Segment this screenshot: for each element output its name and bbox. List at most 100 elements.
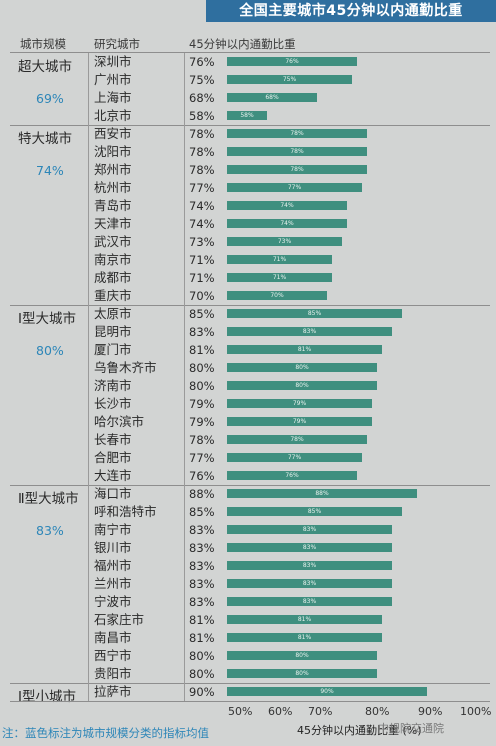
- bar: [227, 507, 402, 516]
- bar: [227, 219, 347, 228]
- bar: [227, 417, 372, 426]
- bar-data-label: 76%: [285, 472, 299, 479]
- bar-data-label: 85%: [307, 310, 322, 317]
- bar: [227, 165, 367, 174]
- group-name: Ⅰ型小城市: [18, 689, 76, 705]
- bar-data-label: 80%: [295, 670, 309, 677]
- bar: [227, 687, 427, 696]
- header-divider: [10, 52, 490, 53]
- value-label: 78%: [189, 163, 215, 177]
- value-label: 80%: [189, 379, 215, 393]
- value-label: 80%: [189, 361, 215, 375]
- bar-data-label: 79%: [292, 400, 307, 407]
- value-label: 90%: [189, 685, 215, 699]
- bar: [227, 57, 357, 66]
- value-label: 78%: [189, 145, 215, 159]
- value-label: 81%: [189, 343, 215, 357]
- bar: [227, 435, 367, 444]
- city-name: 南宁市: [94, 522, 132, 537]
- bar-data-label: 76%: [285, 58, 299, 65]
- bar-data-label: 78%: [290, 148, 304, 155]
- bar-data-label: 83%: [302, 598, 317, 605]
- city-name: 银川市: [94, 540, 132, 555]
- bar-data-label: 83%: [302, 328, 317, 335]
- bar-data-label: 78%: [290, 166, 304, 173]
- bottom-divider: [10, 701, 490, 702]
- value-label: 74%: [189, 199, 215, 213]
- city-name: 长沙市: [94, 396, 132, 411]
- bar-data-label: 77%: [287, 454, 302, 461]
- x-tick-label: 100%: [460, 705, 492, 718]
- value-label: 83%: [189, 595, 215, 609]
- bar: [227, 93, 317, 102]
- city-name: 宁波市: [94, 594, 132, 609]
- city-name: 兰州市: [94, 576, 132, 591]
- city-name: 石家庄市: [94, 612, 145, 627]
- group-average: 74%: [36, 163, 64, 178]
- chart-title-banner: 全国主要城市45分钟以内通勤比重: [206, 0, 496, 22]
- value-label: 81%: [189, 613, 215, 627]
- value-label: 76%: [189, 55, 215, 69]
- bar: [227, 345, 382, 354]
- group-divider: [10, 125, 490, 126]
- city-name: 深圳市: [94, 54, 132, 69]
- group-average: 83%: [36, 523, 64, 538]
- group-average: 69%: [36, 91, 64, 106]
- header-value: 45分钟以内通勤比重: [189, 37, 296, 51]
- city-name: 贵阳市: [94, 666, 132, 681]
- city-name: 西安市: [94, 126, 132, 141]
- value-label: 83%: [189, 577, 215, 591]
- bar: [227, 183, 362, 192]
- value-label: 88%: [189, 487, 215, 501]
- city-name: 北京市: [94, 108, 132, 123]
- bar: [227, 597, 392, 606]
- bar-data-label: 71%: [272, 274, 287, 281]
- bar: [227, 651, 377, 660]
- city-name: 拉萨市: [94, 684, 132, 699]
- bar: [227, 327, 392, 336]
- group-name: Ⅱ型大城市: [18, 491, 79, 507]
- city-name: 大连市: [94, 468, 132, 483]
- bar: [227, 561, 392, 570]
- bar: [227, 399, 372, 408]
- bar: [227, 579, 392, 588]
- value-label: 83%: [189, 541, 215, 555]
- bar-data-label: 80%: [295, 364, 309, 371]
- bar: [227, 363, 377, 372]
- header-category: 城市规模: [20, 37, 66, 51]
- value-label: 78%: [189, 433, 215, 447]
- bar-data-label: 78%: [290, 436, 304, 443]
- bar: [227, 453, 362, 462]
- bar: [227, 309, 402, 318]
- bar: [227, 489, 417, 498]
- bar-data-label: 70%: [270, 292, 284, 299]
- bar: [227, 75, 352, 84]
- value-label: 80%: [189, 649, 215, 663]
- city-name: 哈尔滨市: [94, 414, 145, 429]
- value-label: 83%: [189, 559, 215, 573]
- city-name: 广州市: [94, 72, 132, 87]
- city-name: 福州市: [94, 558, 132, 573]
- column-divider: [184, 53, 185, 701]
- x-tick-label: 70%: [308, 705, 333, 718]
- group-name: 超大城市: [18, 59, 72, 75]
- group-average: 80%: [36, 343, 64, 358]
- bar-data-label: 80%: [295, 382, 309, 389]
- value-label: 77%: [189, 181, 215, 195]
- bar-data-label: 77%: [287, 184, 302, 191]
- bar-data-label: 83%: [302, 580, 317, 587]
- bar-data-label: 73%: [277, 238, 292, 245]
- bar-data-label: 81%: [297, 616, 312, 623]
- value-label: 81%: [189, 631, 215, 645]
- bar-data-label: 75%: [282, 76, 297, 83]
- bar-data-label: 90%: [320, 688, 334, 695]
- city-name: 长春市: [94, 432, 132, 447]
- city-name: 乌鲁木齐市: [94, 360, 157, 375]
- value-label: 80%: [189, 667, 215, 681]
- bar: [227, 381, 377, 390]
- footnote: 注：蓝色标注为城市规模分类的指标均值: [2, 726, 209, 740]
- bar-data-label: 68%: [265, 94, 279, 101]
- bar: [227, 273, 332, 282]
- bar-data-label: 83%: [302, 526, 317, 533]
- value-label: 79%: [189, 415, 215, 429]
